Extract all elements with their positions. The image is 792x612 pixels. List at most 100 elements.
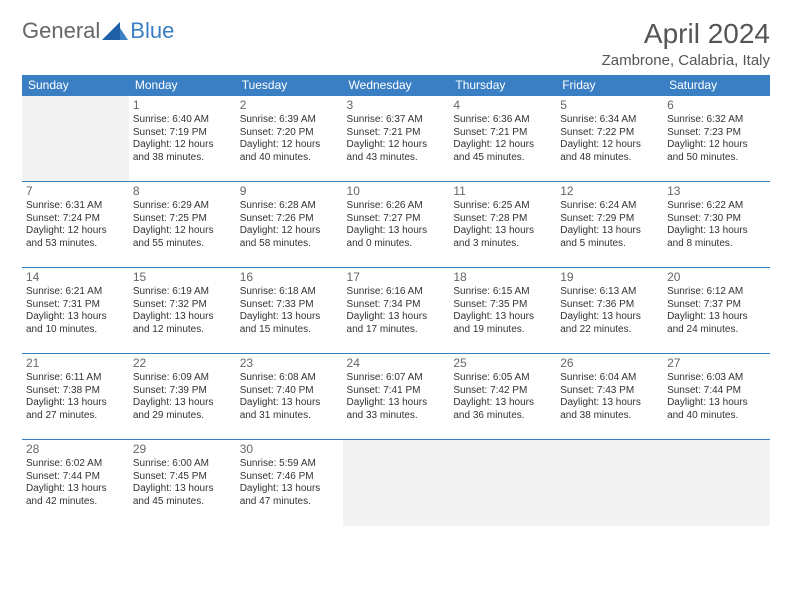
calendar-day-cell: 28Sunrise: 6:02 AMSunset: 7:44 PMDayligh… (22, 440, 129, 526)
daylight-line: Daylight: 12 hours and 58 minutes. (240, 225, 339, 250)
daylight-line: Daylight: 13 hours and 45 minutes. (133, 483, 232, 508)
sunrise-line: Sunrise: 6:00 AM (133, 458, 232, 471)
calendar-day-cell: 5Sunrise: 6:34 AMSunset: 7:22 PMDaylight… (556, 96, 663, 182)
sunset-line: Sunset: 7:21 PM (347, 127, 446, 140)
daylight-line: Daylight: 12 hours and 48 minutes. (560, 139, 659, 164)
calendar-day-cell (556, 440, 663, 526)
daylight-line: Daylight: 13 hours and 3 minutes. (453, 225, 552, 250)
day-number: 24 (347, 356, 446, 371)
sunrise-line: Sunrise: 6:32 AM (667, 114, 766, 127)
calendar-day-cell: 22Sunrise: 6:09 AMSunset: 7:39 PMDayligh… (129, 354, 236, 440)
sunrise-line: Sunrise: 6:16 AM (347, 286, 446, 299)
daylight-line: Daylight: 13 hours and 33 minutes. (347, 397, 446, 422)
weekday-header: Thursday (449, 75, 556, 96)
day-number: 25 (453, 356, 552, 371)
sunrise-line: Sunrise: 6:08 AM (240, 372, 339, 385)
sunset-line: Sunset: 7:28 PM (453, 213, 552, 226)
calendar-day-cell: 6Sunrise: 6:32 AMSunset: 7:23 PMDaylight… (663, 96, 770, 182)
calendar-day-cell: 21Sunrise: 6:11 AMSunset: 7:38 PMDayligh… (22, 354, 129, 440)
sunset-line: Sunset: 7:29 PM (560, 213, 659, 226)
sunset-line: Sunset: 7:25 PM (133, 213, 232, 226)
sunset-line: Sunset: 7:24 PM (26, 213, 125, 226)
calendar-day-cell: 11Sunrise: 6:25 AMSunset: 7:28 PMDayligh… (449, 182, 556, 268)
day-number: 12 (560, 184, 659, 199)
sunrise-line: Sunrise: 6:02 AM (26, 458, 125, 471)
calendar-day-cell: 29Sunrise: 6:00 AMSunset: 7:45 PMDayligh… (129, 440, 236, 526)
sunrise-line: Sunrise: 6:34 AM (560, 114, 659, 127)
daylight-line: Daylight: 13 hours and 38 minutes. (560, 397, 659, 422)
sunset-line: Sunset: 7:30 PM (667, 213, 766, 226)
daylight-line: Daylight: 13 hours and 10 minutes. (26, 311, 125, 336)
day-number: 4 (453, 98, 552, 113)
calendar-week-row: 7Sunrise: 6:31 AMSunset: 7:24 PMDaylight… (22, 182, 770, 268)
calendar-day-cell: 24Sunrise: 6:07 AMSunset: 7:41 PMDayligh… (343, 354, 450, 440)
daylight-line: Daylight: 13 hours and 15 minutes. (240, 311, 339, 336)
daylight-line: Daylight: 12 hours and 43 minutes. (347, 139, 446, 164)
sunset-line: Sunset: 7:38 PM (26, 385, 125, 398)
sunset-line: Sunset: 7:27 PM (347, 213, 446, 226)
daylight-line: Daylight: 12 hours and 38 minutes. (133, 139, 232, 164)
logo-text-blue: Blue (130, 18, 174, 44)
calendar-day-cell: 9Sunrise: 6:28 AMSunset: 7:26 PMDaylight… (236, 182, 343, 268)
sunset-line: Sunset: 7:26 PM (240, 213, 339, 226)
sunrise-line: Sunrise: 5:59 AM (240, 458, 339, 471)
sunrise-line: Sunrise: 6:24 AM (560, 200, 659, 213)
daylight-line: Daylight: 12 hours and 45 minutes. (453, 139, 552, 164)
sunrise-line: Sunrise: 6:12 AM (667, 286, 766, 299)
daylight-line: Daylight: 13 hours and 24 minutes. (667, 311, 766, 336)
sunset-line: Sunset: 7:45 PM (133, 471, 232, 484)
sunset-line: Sunset: 7:23 PM (667, 127, 766, 140)
sunset-line: Sunset: 7:41 PM (347, 385, 446, 398)
sunset-line: Sunset: 7:19 PM (133, 127, 232, 140)
day-number: 20 (667, 270, 766, 285)
calendar-table: Sunday Monday Tuesday Wednesday Thursday… (22, 75, 770, 526)
daylight-line: Daylight: 13 hours and 17 minutes. (347, 311, 446, 336)
daylight-line: Daylight: 13 hours and 36 minutes. (453, 397, 552, 422)
sunset-line: Sunset: 7:42 PM (453, 385, 552, 398)
day-number: 14 (26, 270, 125, 285)
calendar-day-cell (449, 440, 556, 526)
header: General Blue April 2024 Zambrone, Calabr… (22, 18, 770, 69)
sunrise-line: Sunrise: 6:39 AM (240, 114, 339, 127)
sunset-line: Sunset: 7:46 PM (240, 471, 339, 484)
weekday-header: Sunday (22, 75, 129, 96)
sunrise-line: Sunrise: 6:22 AM (667, 200, 766, 213)
sunrise-line: Sunrise: 6:29 AM (133, 200, 232, 213)
calendar-week-row: 21Sunrise: 6:11 AMSunset: 7:38 PM Dayligh… (22, 354, 770, 440)
day-number: 5 (560, 98, 659, 113)
sunrise-line: Sunrise: 6:03 AM (667, 372, 766, 385)
sunrise-line: Sunrise: 6:25 AM (453, 200, 552, 213)
day-number: 26 (560, 356, 659, 371)
day-number: 23 (240, 356, 339, 371)
sunrise-line: Sunrise: 6:31 AM (26, 200, 125, 213)
sunrise-line: Sunrise: 6:11 AM (26, 372, 125, 385)
calendar-day-cell: 23Sunrise: 6:08 AMSunset: 7:40 PMDayligh… (236, 354, 343, 440)
calendar-day-cell: 13Sunrise: 6:22 AMSunset: 7:30 PMDayligh… (663, 182, 770, 268)
day-number: 18 (453, 270, 552, 285)
weekday-header-row: Sunday Monday Tuesday Wednesday Thursday… (22, 75, 770, 96)
sunrise-line: Sunrise: 6:07 AM (347, 372, 446, 385)
day-number: 15 (133, 270, 232, 285)
sunrise-line: Sunrise: 6:04 AM (560, 372, 659, 385)
weekday-header: Saturday (663, 75, 770, 96)
sunrise-line: Sunrise: 6:18 AM (240, 286, 339, 299)
daylight-line: Daylight: 13 hours and 31 minutes. (240, 397, 339, 422)
sunset-line: Sunset: 7:43 PM (560, 385, 659, 398)
sunset-line: Sunset: 7:34 PM (347, 299, 446, 312)
sunset-line: Sunset: 7:36 PM (560, 299, 659, 312)
sunrise-line: Sunrise: 6:28 AM (240, 200, 339, 213)
day-number: 21 (26, 356, 125, 371)
daylight-line: Daylight: 13 hours and 12 minutes. (133, 311, 232, 336)
sunrise-line: Sunrise: 6:21 AM (26, 286, 125, 299)
daylight-line: Daylight: 13 hours and 8 minutes. (667, 225, 766, 250)
calendar-day-cell (22, 96, 129, 182)
logo-triangle-icon (102, 22, 128, 40)
calendar-day-cell: 18Sunrise: 6:15 AMSunset: 7:35 PMDayligh… (449, 268, 556, 354)
day-number: 17 (347, 270, 446, 285)
sunset-line: Sunset: 7:44 PM (667, 385, 766, 398)
day-number: 2 (240, 98, 339, 113)
calendar-day-cell: 15Sunrise: 6:19 AMSunset: 7:32 PMDayligh… (129, 268, 236, 354)
sunset-line: Sunset: 7:22 PM (560, 127, 659, 140)
sunset-line: Sunset: 7:21 PM (453, 127, 552, 140)
sunrise-line: Sunrise: 6:37 AM (347, 114, 446, 127)
